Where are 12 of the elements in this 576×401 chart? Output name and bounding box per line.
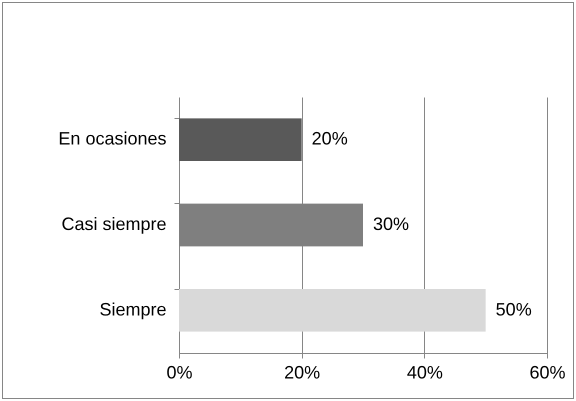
y-tick-label: En ocasiones xyxy=(58,128,166,149)
x-tick-label: 20% xyxy=(284,362,320,382)
bar xyxy=(179,289,486,332)
x-tick-label: 60% xyxy=(529,362,566,382)
data-label: 50% xyxy=(496,299,532,320)
bar xyxy=(179,118,302,161)
data-label: 30% xyxy=(373,214,410,234)
y-tick-label: Siempre xyxy=(99,299,166,320)
x-tick-label: 0% xyxy=(166,362,193,382)
y-tick-label: Casi siempre xyxy=(61,214,166,234)
x-tick-label: 40% xyxy=(406,362,443,382)
data-label: 20% xyxy=(312,128,348,149)
